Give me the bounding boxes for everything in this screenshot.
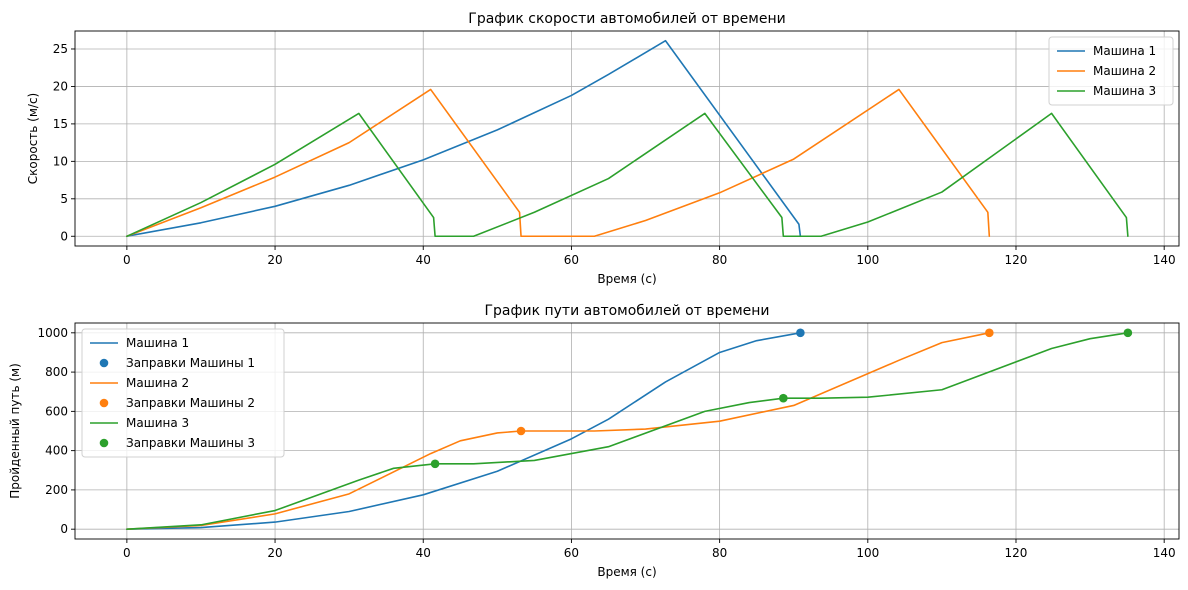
y-tick-label: 800 — [45, 365, 68, 379]
y-tick-label: 200 — [45, 483, 68, 497]
x-axis-label: Время (с) — [597, 272, 656, 286]
refuel-point-2 — [985, 328, 994, 338]
chart-title: График скорости автомобилей от времени — [468, 11, 785, 27]
y-tick-label: 1000 — [37, 326, 68, 340]
y-axis-label: Пройденный путь (м) — [8, 363, 22, 498]
refuel-point-2 — [516, 426, 526, 436]
legend-label: Машина 1 — [126, 336, 189, 350]
x-tick-label: 20 — [267, 253, 282, 267]
legend-marker-swatch — [99, 398, 109, 408]
speed-chart: График скорости автомобилей от времени 0 2… — [26, 11, 1180, 286]
x-tick-label: 0 — [123, 253, 131, 267]
x-tick-label: 0 — [123, 546, 131, 560]
y-tick-label: 20 — [53, 79, 68, 93]
axes-frame — [74, 30, 1180, 247]
legend-marker-swatch — [99, 438, 109, 448]
chart-title: График пути автомобилей от времени — [485, 303, 770, 319]
legend-label: Машина 2 — [1093, 64, 1156, 78]
refuel-point-1 — [796, 328, 805, 338]
legend: Машина 1 Заправки Машины 1 Машина 2 Заправк… — [81, 328, 285, 458]
series-line-1 — [126, 39, 802, 238]
distance-chart: График пути автомобилей от времени 0 20 40 6… — [8, 303, 1180, 579]
series-line-1 — [126, 332, 802, 530]
y-tick-label: 25 — [53, 42, 68, 56]
y-tick-label: 600 — [45, 404, 68, 418]
legend-box — [1048, 36, 1174, 106]
x-tick-label: 60 — [564, 546, 579, 560]
y-axis-label: Скорость (м/с) — [26, 93, 40, 184]
y-tick-label: 10 — [53, 154, 68, 168]
legend-label: Заправки Машины 1 — [126, 356, 255, 370]
refuel-point-3 — [1123, 328, 1133, 338]
series-line-3 — [126, 332, 1129, 530]
x-tick-label: 80 — [712, 546, 727, 560]
legend-label: Машина 3 — [1093, 84, 1156, 98]
y-tick-label: 5 — [60, 192, 68, 206]
legend-label: Машина 1 — [1093, 44, 1156, 58]
x-tick-label: 60 — [564, 253, 579, 267]
x-tick-label: 80 — [712, 253, 727, 267]
series-line-3 — [126, 112, 1129, 238]
legend-label: Машина 3 — [126, 416, 189, 430]
legend-label: Заправки Машины 3 — [126, 436, 255, 450]
series-line-2 — [126, 88, 991, 238]
x-tick-label: 20 — [267, 546, 282, 560]
y-tick-label: 0 — [60, 522, 68, 536]
x-tick-label: 100 — [856, 546, 879, 560]
x-tick-label: 100 — [856, 253, 879, 267]
x-axis-label: Время (с) — [597, 565, 656, 579]
x-tick-label: 120 — [1005, 546, 1028, 560]
x-tick-label: 140 — [1153, 546, 1176, 560]
y-tick-label: 15 — [53, 117, 68, 131]
legend-label: Заправки Машины 2 — [126, 396, 255, 410]
y-tick-label: 400 — [45, 444, 68, 458]
legend-label: Машина 2 — [126, 376, 189, 390]
refuel-point-3 — [430, 459, 440, 469]
x-tick-label: 140 — [1153, 253, 1176, 267]
legend-box — [81, 328, 285, 458]
x-tick-label: 40 — [416, 253, 431, 267]
plot-area — [126, 39, 1129, 238]
x-tick-label: 40 — [416, 546, 431, 560]
legend-marker-swatch — [99, 358, 109, 368]
y-tick-label: 0 — [60, 229, 68, 243]
legend: Машина 1 Машина 2 Машина 3 — [1048, 36, 1174, 106]
axes-frame — [74, 322, 1180, 540]
refuel-point-3 — [779, 393, 788, 403]
x-tick-label: 120 — [1005, 253, 1028, 267]
